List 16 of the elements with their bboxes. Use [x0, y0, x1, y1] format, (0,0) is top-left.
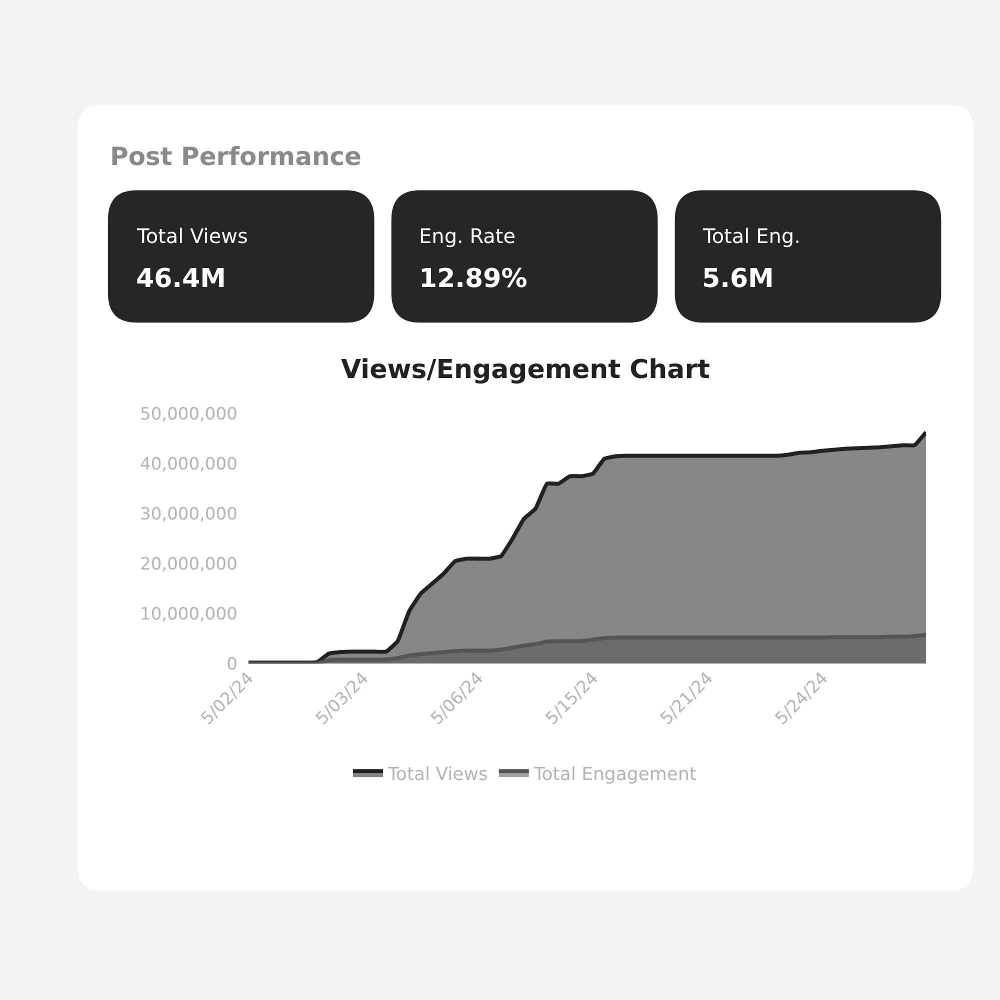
y-tick-label: 30,000,000: [140, 504, 238, 525]
category-label: Total Eng.: [702, 224, 800, 248]
y-tick-label: 50,000,000: [140, 404, 238, 425]
y-tick-label: 40,000,000: [140, 454, 238, 475]
text: 12.89%: [419, 264, 528, 294]
legend-label: Total Views: [387, 764, 488, 786]
text: 5.6M: [702, 264, 774, 294]
y-tick-label: 10,000,000: [140, 604, 238, 625]
category-label: Total Views: [136, 224, 248, 248]
y-tick-label: 0: [226, 654, 238, 675]
text: Post Performance: [110, 142, 362, 171]
y-tick-label: 20,000,000: [140, 554, 238, 575]
category-label: Eng. Rate: [419, 224, 516, 248]
chart-title: Views/Engagement Chart: [341, 355, 710, 385]
text: 46.4M: [136, 264, 226, 294]
legend-label: Total Engagement: [532, 764, 696, 786]
